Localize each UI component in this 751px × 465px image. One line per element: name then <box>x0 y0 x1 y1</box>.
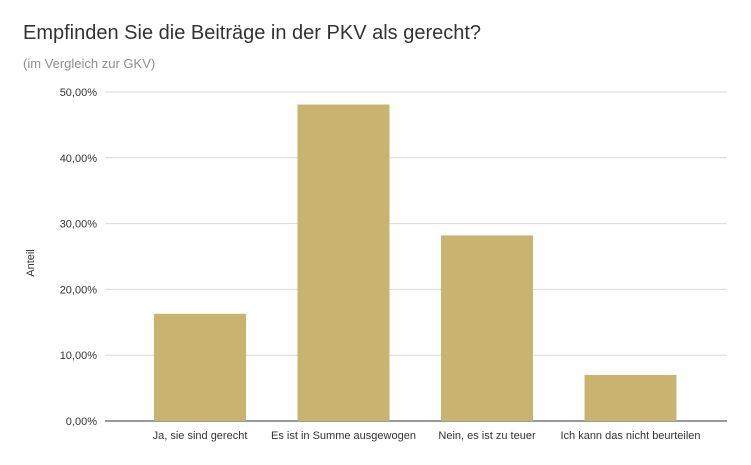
x-tick-label: Nein, es ist zu teuer <box>438 430 536 442</box>
bar <box>441 235 533 421</box>
y-tick-label: 30,00% <box>60 219 98 231</box>
chart-title: Empfinden Sie die Beiträge in der PKV al… <box>23 22 482 44</box>
x-tick-label: Es ist in Summe ausgewogen <box>271 430 416 442</box>
y-axis-label: Anteil <box>25 249 37 277</box>
y-tick-label: 50,00% <box>60 87 98 99</box>
bar <box>297 104 390 421</box>
y-tick-label: 20,00% <box>60 284 98 296</box>
y-tick-label: 40,00% <box>60 153 98 165</box>
y-tick-label: 10,00% <box>60 350 98 362</box>
bar <box>584 374 677 421</box>
x-tick-label: Ja, sie sind gerecht <box>153 430 248 442</box>
y-tick-label: 0,00% <box>66 416 97 428</box>
bar <box>154 313 246 421</box>
chart-subtitle: (im Vergleich zur GKV) <box>23 56 156 71</box>
x-tick-label: Ich kann das nicht beurteilen <box>560 430 700 442</box>
